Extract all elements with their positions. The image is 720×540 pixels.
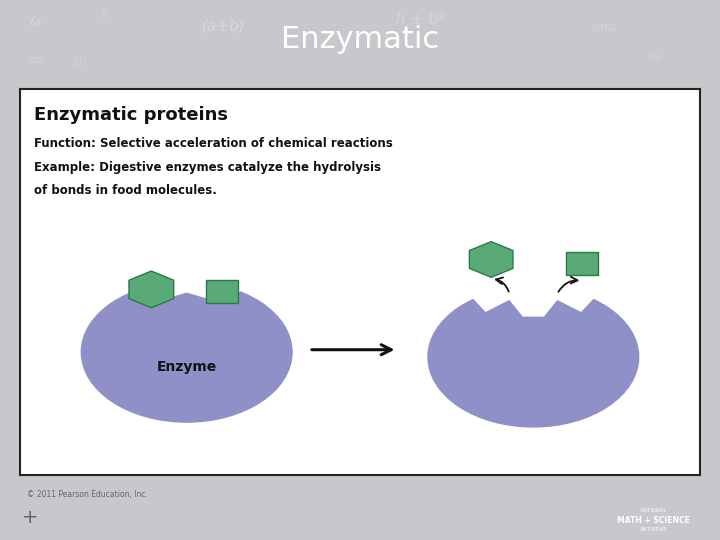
Ellipse shape bbox=[428, 287, 639, 427]
Ellipse shape bbox=[81, 282, 292, 422]
Text: MATH + SCIENCE: MATH + SCIENCE bbox=[617, 516, 690, 525]
Text: Enzyme: Enzyme bbox=[156, 360, 217, 374]
Text: 10: 10 bbox=[72, 57, 86, 68]
Text: b: b bbox=[101, 9, 108, 19]
Polygon shape bbox=[125, 260, 248, 303]
Text: Enzymatic proteins: Enzymatic proteins bbox=[34, 106, 228, 124]
Text: of bonds in food molecules.: of bonds in food molecules. bbox=[34, 184, 217, 197]
Text: (a: (a bbox=[29, 16, 41, 29]
Text: +: + bbox=[22, 508, 38, 527]
Text: Enzymatic: Enzymatic bbox=[281, 25, 439, 55]
Polygon shape bbox=[469, 241, 513, 278]
Text: (a+b): (a+b) bbox=[202, 18, 246, 33]
Text: © 2011 Pearson Education, Inc.: © 2011 Pearson Education, Inc. bbox=[27, 490, 148, 498]
Polygon shape bbox=[567, 252, 598, 274]
Text: Example: Digestive enzymes catalyze the hydrolysis: Example: Digestive enzymes catalyze the … bbox=[34, 160, 381, 173]
Text: ms: ms bbox=[29, 55, 45, 65]
Polygon shape bbox=[465, 260, 601, 316]
Text: m²: m² bbox=[648, 52, 663, 63]
Polygon shape bbox=[129, 271, 174, 308]
Polygon shape bbox=[206, 280, 238, 303]
Text: sinα: sinα bbox=[590, 22, 616, 35]
Text: Function: Selective acceleration of chemical reactions: Function: Selective acceleration of chem… bbox=[34, 137, 392, 150]
Text: INITIATIVE: INITIATIVE bbox=[640, 528, 667, 532]
Text: h + b²: h + b² bbox=[396, 12, 444, 28]
Text: NATIONAL: NATIONAL bbox=[640, 508, 667, 514]
